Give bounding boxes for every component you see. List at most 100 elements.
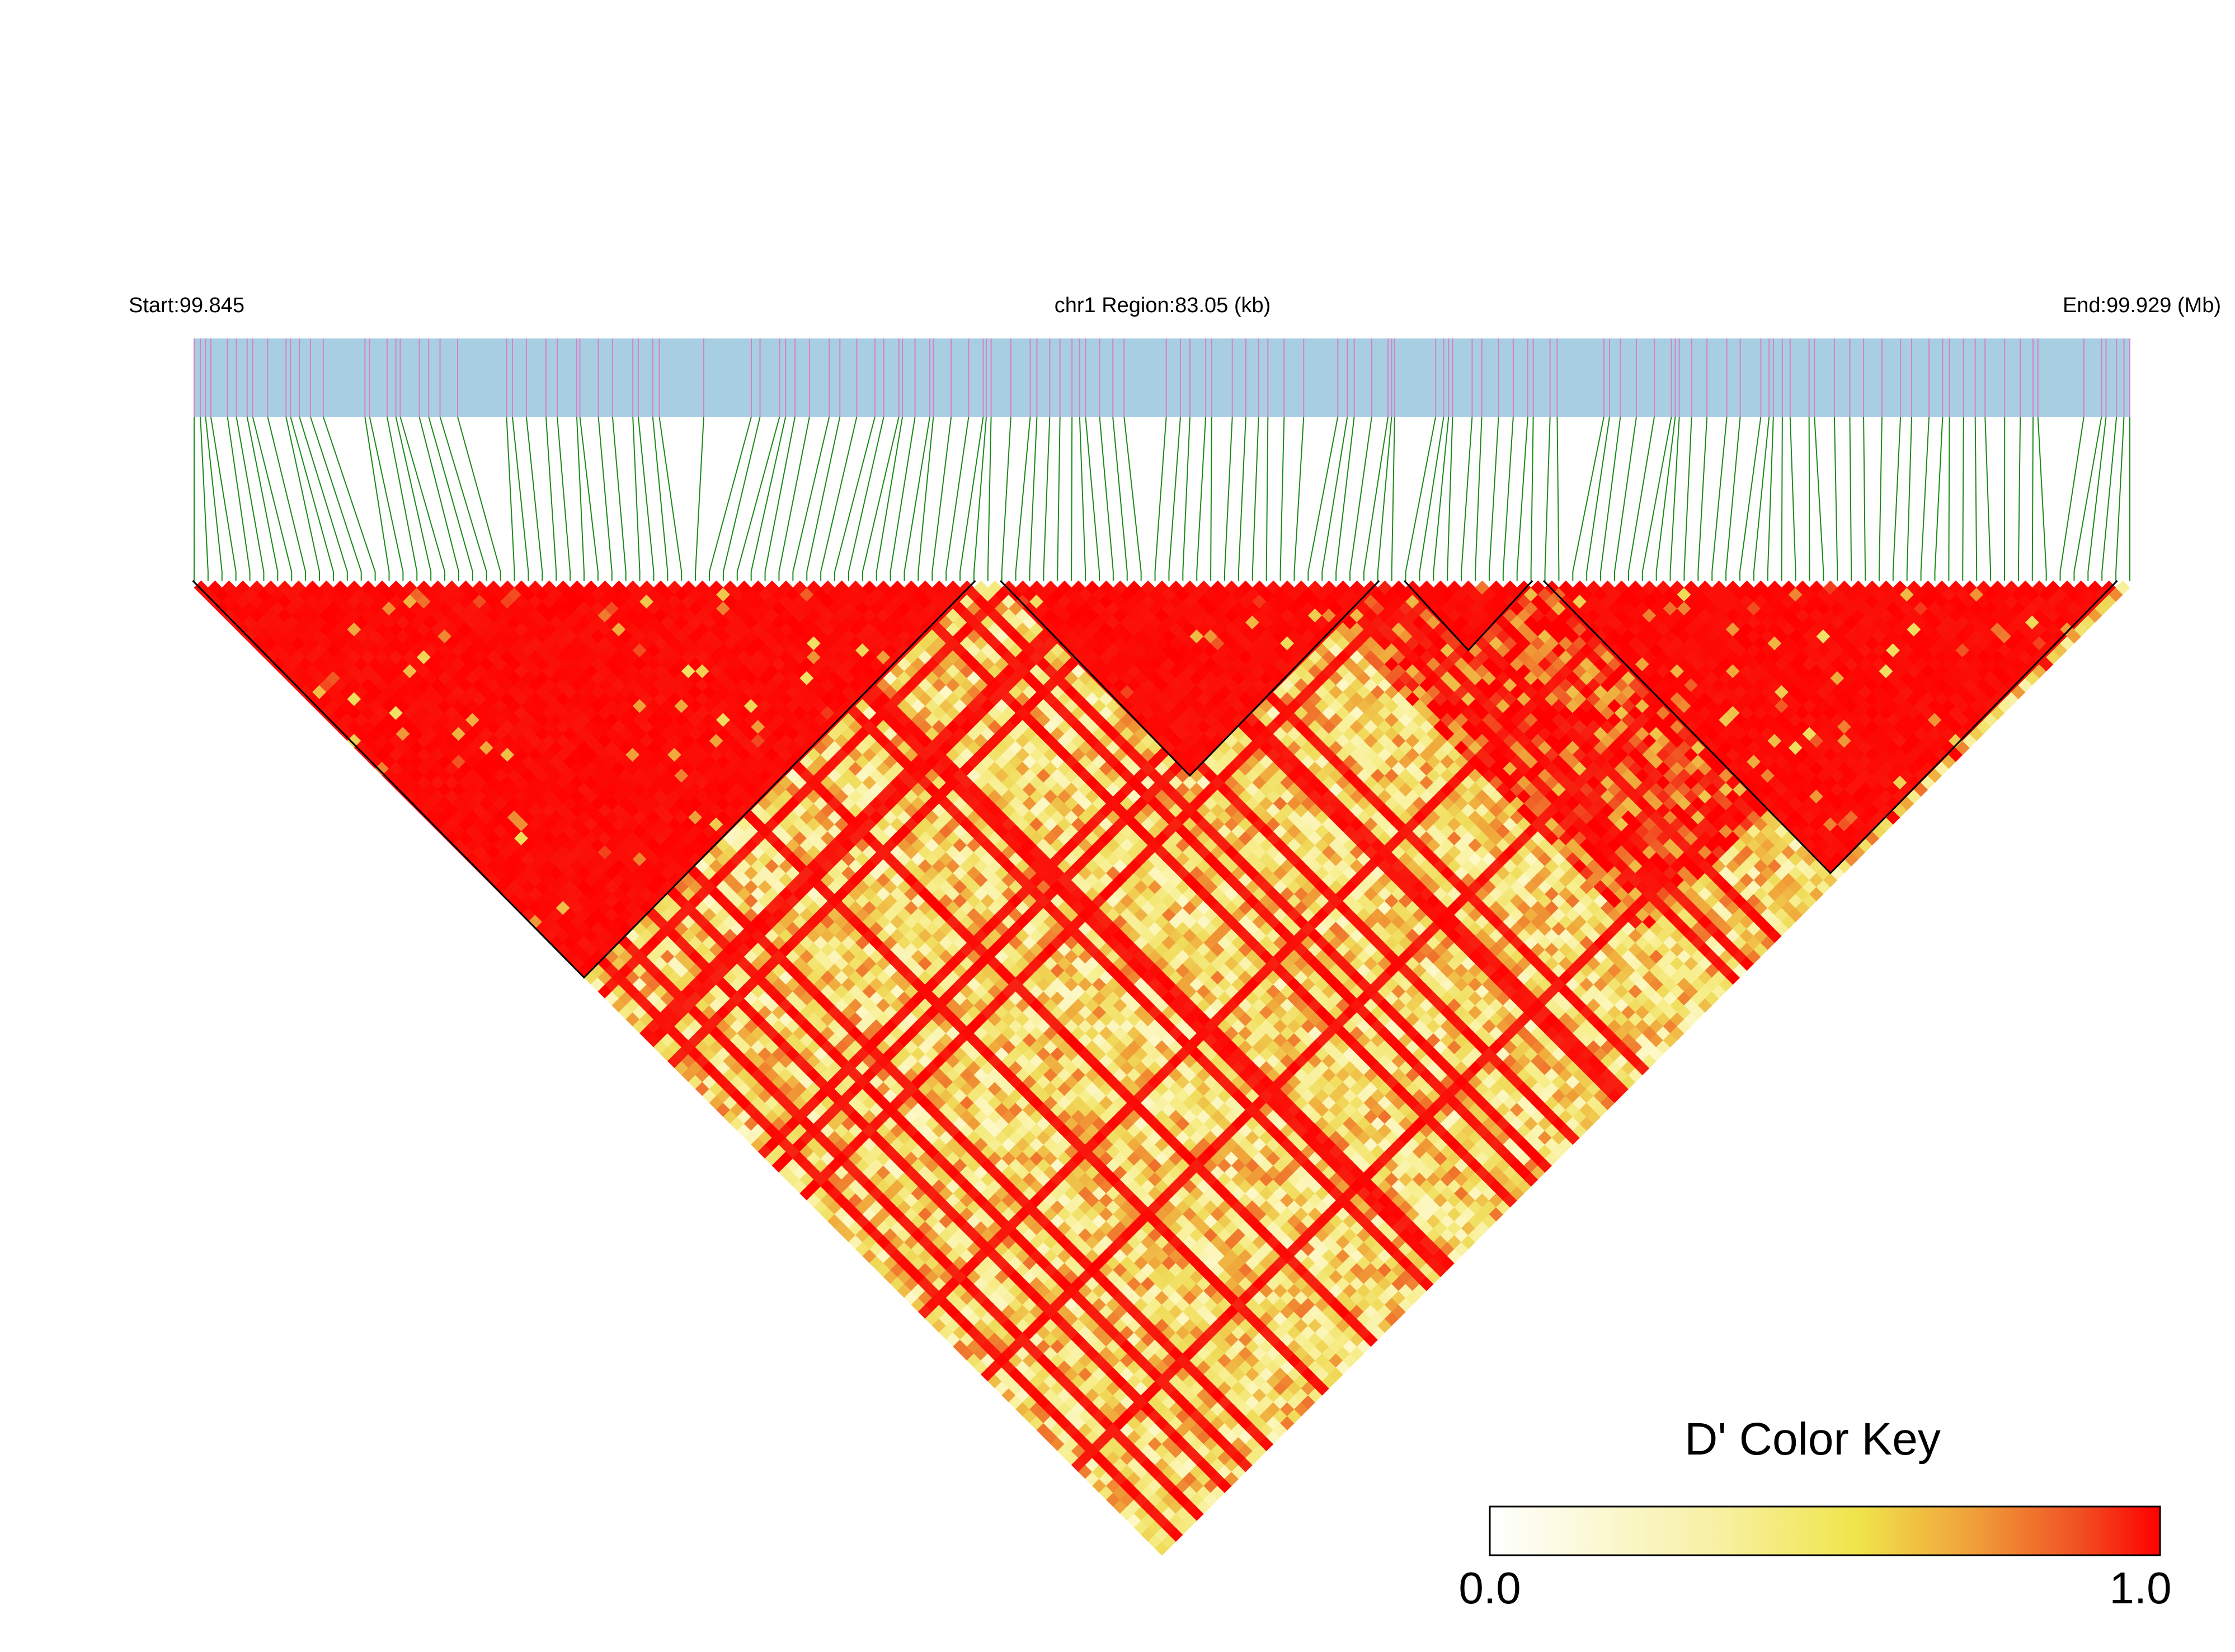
snp-connector xyxy=(792,416,830,581)
snp-connector xyxy=(1655,416,1676,581)
snp-connector xyxy=(1808,416,1810,581)
snp-connector xyxy=(637,416,655,581)
snp-connector xyxy=(557,416,571,581)
snp-connector xyxy=(1349,416,1372,581)
snp-connector xyxy=(1906,416,1913,581)
snp-connector xyxy=(1974,416,1978,581)
snp-connector xyxy=(1001,416,1011,581)
snp-connector xyxy=(1627,416,1655,581)
snp-connector xyxy=(890,416,916,581)
snp-connector xyxy=(299,416,348,581)
snp-connector xyxy=(2031,416,2034,581)
snp-connector xyxy=(428,416,473,581)
snp-connector xyxy=(1683,416,1692,581)
start-label: Start:99.845 xyxy=(129,294,244,317)
snp-connector xyxy=(1878,416,1883,581)
snp-connector xyxy=(369,416,404,581)
snp-connector xyxy=(1725,416,1741,581)
snp-connector xyxy=(1586,416,1610,581)
snp-connector xyxy=(576,416,585,581)
snp-connector xyxy=(917,416,934,581)
snp-connector xyxy=(945,416,970,581)
snp-connector xyxy=(1196,416,1207,581)
snp-connector xyxy=(1099,416,1114,581)
snp-connector xyxy=(1530,416,1534,581)
snp-connector xyxy=(205,416,223,581)
snp-connector xyxy=(973,416,987,581)
snp-connector xyxy=(1600,416,1621,581)
snp-connector xyxy=(2101,416,2118,581)
snp-connector xyxy=(418,416,459,581)
snp-connector xyxy=(309,416,362,581)
snp-connector xyxy=(1544,416,1551,581)
snp-connector xyxy=(1572,416,1605,581)
snp-connector xyxy=(290,416,334,581)
snp-connector xyxy=(736,416,780,581)
snp-connector xyxy=(709,416,752,581)
snp-connector xyxy=(904,416,930,581)
snp-connector xyxy=(1377,416,1392,581)
snp-connector xyxy=(2087,416,2107,581)
snp-connector xyxy=(1475,416,1483,581)
snp-connector xyxy=(1516,416,1528,581)
track-background xyxy=(194,338,2130,417)
snp-connector xyxy=(632,416,641,581)
snp-connector xyxy=(1321,416,1348,581)
snp-connector xyxy=(959,416,984,581)
snp-connector xyxy=(931,416,952,581)
snp-connector xyxy=(1363,416,1389,581)
snp-connector xyxy=(2059,416,2085,581)
snp-connector xyxy=(1613,416,1637,581)
region-label: chr1 Region:83.05 (kb) xyxy=(1055,294,1271,317)
snp-connector xyxy=(1307,416,1339,581)
snp-connector xyxy=(511,416,529,581)
snp-connector xyxy=(506,416,515,581)
snp-connector xyxy=(322,416,376,581)
snp-connector xyxy=(1447,416,1453,581)
snp-connector xyxy=(1863,416,1866,581)
snp-connector xyxy=(750,416,787,581)
snp-connector xyxy=(525,416,543,581)
snp-connector xyxy=(764,416,796,581)
snp-connector xyxy=(1641,416,1672,581)
snp-connector xyxy=(1767,416,1774,581)
snp-connector xyxy=(1085,416,1100,581)
snp-connector xyxy=(457,416,501,581)
snp-connector xyxy=(1433,416,1450,581)
snp-connector xyxy=(1112,416,1128,581)
snp-connector xyxy=(778,416,810,581)
snp-connector xyxy=(1079,416,1086,581)
snp-connector xyxy=(227,416,251,581)
snp-connector xyxy=(1182,416,1191,581)
snp-connector xyxy=(806,416,841,581)
snp-connector xyxy=(1849,416,1852,581)
snp-connector xyxy=(611,416,627,581)
snp-connector xyxy=(439,416,487,581)
snp-connector xyxy=(1391,416,1395,581)
snp-connector xyxy=(1892,416,1902,581)
snp-connector xyxy=(820,416,858,581)
snp-connector xyxy=(1461,416,1473,581)
snp-connector xyxy=(1419,416,1444,581)
snp-connector xyxy=(386,416,418,581)
snp-connector xyxy=(395,416,432,581)
snp-connector xyxy=(252,416,293,581)
snp-connector xyxy=(1405,416,1437,581)
snp-connector xyxy=(1335,416,1355,581)
snp-connector xyxy=(285,416,321,581)
snp-connector xyxy=(267,416,307,581)
snp-connector xyxy=(364,416,390,581)
snp-connector xyxy=(1238,416,1246,581)
snp-connector xyxy=(1934,416,1944,581)
snp-connector xyxy=(1265,416,1269,581)
snp-connector xyxy=(652,416,669,581)
snp-connector xyxy=(695,416,704,581)
snp-position-track xyxy=(194,338,2130,417)
snp-connector xyxy=(1753,416,1770,581)
snp-connector xyxy=(246,416,279,581)
snp-connector xyxy=(1293,416,1305,581)
snp-connector xyxy=(1015,416,1031,581)
snp-connector xyxy=(1711,416,1728,581)
snp-connector xyxy=(1279,416,1285,581)
snp-connector xyxy=(1123,416,1142,581)
